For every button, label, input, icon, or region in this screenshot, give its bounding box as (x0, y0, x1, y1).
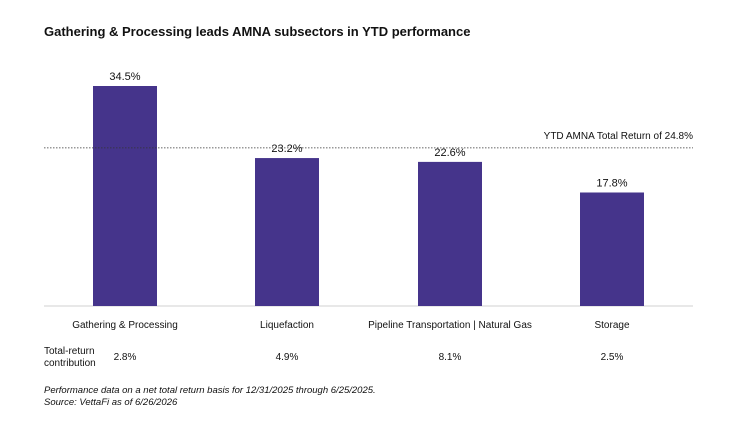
chart-title: Gathering & Processing leads AMNA subsec… (44, 24, 471, 39)
data-label-3: 22.6% (434, 147, 465, 159)
contribution-value-4: 2.5% (601, 352, 624, 363)
x-tick-label-3: Pipeline Transportation | Natural Gas (368, 320, 532, 331)
data-label-2: 23.2% (271, 143, 302, 155)
x-tick-label-1: Gathering & Processing (72, 320, 178, 331)
bar-2 (255, 158, 319, 306)
x-tick-label-2: Liquefaction (260, 320, 314, 331)
reference-line-label: YTD AMNA Total Return of 24.8% (544, 131, 693, 142)
data-label-1: 34.5% (109, 71, 140, 83)
data-label-4: 17.8% (596, 177, 627, 189)
footnote-source: Source: VettaFi as of 6/26/2026 (44, 397, 178, 408)
contribution-value-1: 2.8% (114, 352, 137, 363)
contribution-value-3: 8.1% (439, 352, 462, 363)
contribution-value-2: 4.9% (276, 352, 299, 363)
x-tick-label-4: Storage (594, 320, 629, 331)
contribution-row-label: Total-return contribution (44, 346, 96, 369)
bar-4 (580, 192, 644, 306)
bar-3 (418, 161, 482, 306)
bar-1 (93, 86, 157, 306)
footnote-performance: Performance data on a net total return b… (44, 385, 376, 396)
